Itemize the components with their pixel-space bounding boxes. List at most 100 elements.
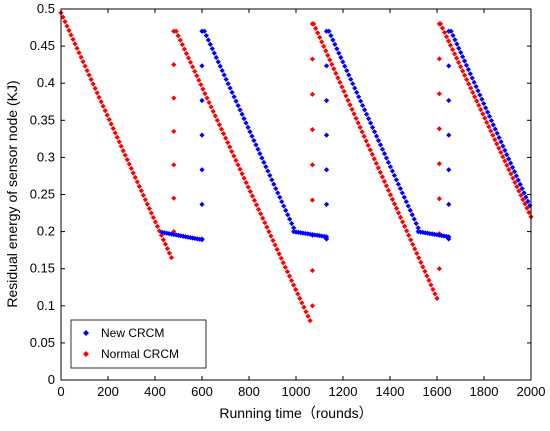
data-point [328,33,334,39]
data-point [267,172,273,179]
series-new-crcm [159,28,533,243]
data-point [362,107,368,113]
data-point [333,70,339,76]
data-point [484,109,491,115]
x-tick-label: 400 [144,384,166,399]
data-point [385,159,392,165]
data-point [326,28,332,34]
data-point [88,76,94,83]
data-point [443,34,450,40]
data-point [460,54,466,60]
data-point [449,46,456,53]
data-point [146,205,152,212]
data-point [334,46,340,52]
data-point [379,146,386,152]
data-point [283,207,289,214]
data-point [299,300,305,306]
legend-marker [83,330,89,336]
data-point [284,269,291,275]
data-point [511,169,518,175]
data-point [204,95,210,101]
data-point [446,167,452,173]
data-point [446,63,452,69]
data-point [389,168,396,174]
data-point [517,181,523,187]
data-point [279,199,285,205]
data-point [494,130,500,136]
data-point [281,203,287,209]
data-point [227,144,233,150]
data-point [339,84,345,90]
data-point [401,194,407,200]
data-point [190,64,196,70]
data-point [365,116,372,122]
data-point [403,199,409,205]
data-point [229,89,235,96]
data-point [436,196,442,202]
data-point [353,115,359,121]
data-point [231,94,237,100]
data-point [506,156,512,162]
data-point [309,56,316,62]
data-point [311,21,317,27]
data-point [508,160,514,166]
data-point [436,232,442,238]
data-point [171,195,177,201]
data-point [214,117,220,123]
data-point [323,236,330,242]
data-point [467,71,473,77]
data-point [142,197,148,203]
data-point [446,201,452,207]
data-point [249,133,255,139]
data-point [251,137,257,144]
y-tick-label: 0.15 [30,261,55,276]
data-point [409,212,415,218]
data-point [323,201,330,207]
y-tick-label: 0 [48,372,55,387]
y-tick-label: 0.4 [37,75,55,90]
data-point [486,113,493,119]
data-point [187,59,194,66]
data-point [422,268,428,274]
data-point [400,219,406,225]
data-point [482,115,488,121]
data-point [436,91,442,97]
data-point [74,45,80,51]
data-point [331,66,337,72]
data-point [229,148,235,155]
data-point [265,168,271,174]
data-point [498,139,504,145]
data-point [337,79,343,85]
y-tick-label: 0.35 [30,112,55,127]
data-point [480,111,486,117]
data-point [470,89,476,96]
data-point [420,264,426,270]
data-point [199,97,205,104]
data-point [416,255,422,261]
data-point [358,98,364,104]
data-point [518,192,524,198]
data-point [288,277,295,284]
data-point [319,39,325,45]
data-point [171,62,177,68]
data-point [510,175,516,181]
data-point [241,116,247,122]
data-point [70,36,76,43]
data-point [351,111,357,117]
legend-label: Normal CRCM [101,347,179,361]
data-point [253,202,260,208]
data-point [130,170,136,176]
data-point [218,126,225,132]
data-point [208,104,214,110]
data-point [456,59,462,66]
data-point [60,14,66,20]
data-point [377,142,384,148]
data-point [375,137,382,144]
data-point [108,121,114,127]
data-point [463,62,470,68]
data-point [346,72,352,78]
data-point [425,230,431,236]
data-point [488,128,494,134]
y-tick-label: 0.05 [30,335,55,350]
